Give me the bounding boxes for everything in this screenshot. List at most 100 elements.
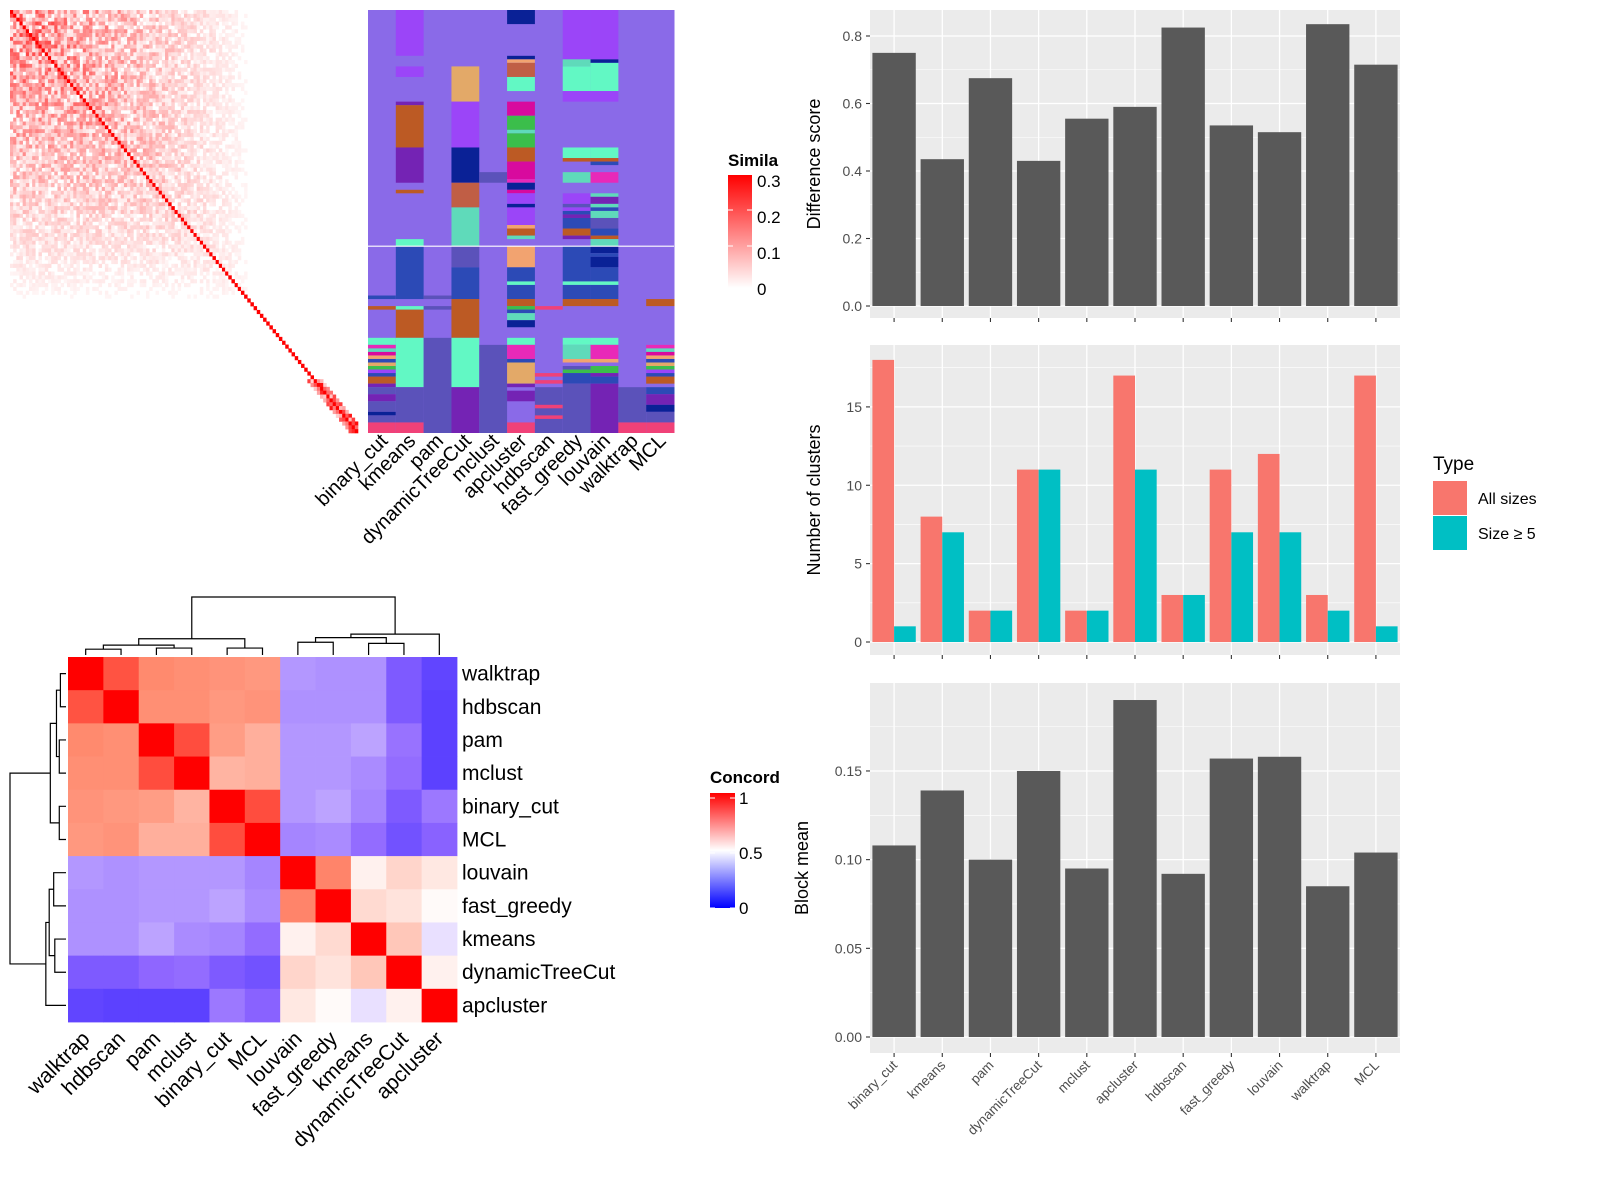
similarity-cell	[104, 183, 109, 188]
similarity-cell	[152, 167, 156, 172]
similarity-cell	[130, 194, 134, 199]
similarity-cell	[136, 136, 141, 142]
similarity-cell	[225, 13, 229, 18]
similarity-cell	[60, 175, 65, 180]
similarity-cell	[28, 86, 33, 92]
legend-colorbar	[728, 175, 752, 288]
dendrogram-branch	[58, 805, 66, 841]
similarity-cell	[345, 413, 349, 418]
similarity-cell	[70, 10, 74, 15]
similarity-cell	[89, 148, 93, 153]
similarity-cell	[152, 236, 156, 242]
similarity-cell	[130, 183, 134, 188]
similarity-cell	[228, 25, 232, 30]
similarity-cell	[41, 236, 46, 242]
similarity-cell	[98, 279, 103, 284]
similarity-cell	[215, 109, 220, 115]
similarity-cell	[221, 125, 226, 130]
similarity-cell	[231, 286, 235, 292]
similarity-cell	[117, 25, 122, 30]
similarity-cell	[196, 106, 201, 111]
similarity-cell	[177, 148, 182, 153]
similarity-cell	[130, 271, 134, 276]
cluster-segment	[395, 239, 425, 247]
similarity-cell	[19, 25, 23, 30]
similarity-cell	[177, 248, 182, 253]
similarity-cell	[10, 202, 14, 207]
similarity-cell	[63, 56, 68, 61]
similarity-cell	[47, 44, 52, 49]
similarity-cell	[237, 209, 242, 215]
similarity-cell	[171, 75, 175, 80]
similarity-cell	[152, 194, 156, 199]
similarity-cell	[66, 25, 71, 30]
similarity-cell	[16, 267, 20, 272]
similarity-cell	[76, 44, 80, 49]
similarity-cell	[177, 144, 182, 149]
similarity-cell	[165, 198, 169, 203]
similarity-cell	[136, 190, 141, 195]
similarity-cell	[47, 10, 52, 15]
similarity-cell	[111, 40, 115, 45]
similarity-cell	[206, 263, 210, 268]
similarity-cell	[206, 121, 210, 126]
similarity-cell	[60, 252, 65, 257]
similarity-cell	[98, 94, 103, 99]
similarity-cell	[209, 25, 213, 30]
similarity-cell	[28, 63, 33, 68]
similarity-cell	[206, 259, 210, 265]
similarity-cell	[171, 125, 175, 130]
similarity-cell	[174, 63, 178, 68]
similarity-cell	[225, 183, 229, 188]
similarity-cell	[51, 209, 55, 215]
similarity-cell	[47, 109, 52, 115]
similarity-cell	[161, 121, 166, 126]
similarity-cell	[85, 209, 90, 215]
cluster-segment	[507, 390, 536, 402]
similarity-cell	[28, 40, 33, 45]
similarity-cell	[73, 129, 77, 134]
similarity-cell	[28, 213, 33, 218]
similarity-cell	[82, 175, 87, 180]
similarity-cell	[158, 256, 163, 261]
similarity-cell	[35, 198, 39, 203]
similarity-cell	[63, 113, 68, 118]
similarity-cell	[123, 159, 128, 165]
similarity-cell	[177, 236, 182, 242]
cluster-segment	[507, 189, 536, 194]
similarity-cell	[237, 213, 242, 218]
concordance-cell	[68, 657, 104, 691]
similarity-cell	[54, 194, 58, 199]
similarity-cell	[108, 59, 112, 65]
similarity-cell	[177, 56, 182, 61]
concordance-cell	[103, 756, 140, 791]
similarity-cell	[120, 225, 125, 230]
similarity-cell	[117, 217, 122, 222]
similarity-cell	[180, 144, 185, 149]
similarity-cell	[187, 40, 191, 45]
similarity-cell	[98, 140, 103, 145]
similarity-cell	[171, 113, 175, 118]
similarity-cell	[47, 136, 52, 142]
similarity-cell	[38, 252, 42, 257]
similarity-cell	[120, 75, 125, 80]
similarity-cell	[212, 10, 216, 15]
similarity-cell	[98, 129, 103, 134]
similarity-cell	[136, 198, 141, 203]
similarity-cell	[38, 40, 42, 45]
similarity-cell	[171, 209, 175, 215]
similarity-cell	[41, 144, 46, 149]
similarity-cell	[326, 386, 330, 391]
similarity-cell	[155, 144, 159, 149]
similarity-cell	[35, 117, 39, 122]
similarity-cell	[180, 198, 185, 203]
similarity-cell	[47, 98, 52, 103]
similarity-cell	[190, 67, 194, 72]
similarity-cell	[146, 175, 150, 180]
similarity-cell	[225, 240, 229, 245]
similarity-cell	[120, 10, 125, 15]
similarity-cell	[73, 259, 77, 265]
similarity-cell	[35, 86, 39, 92]
similarity-cell	[184, 267, 188, 272]
similarity-cell	[161, 106, 166, 111]
